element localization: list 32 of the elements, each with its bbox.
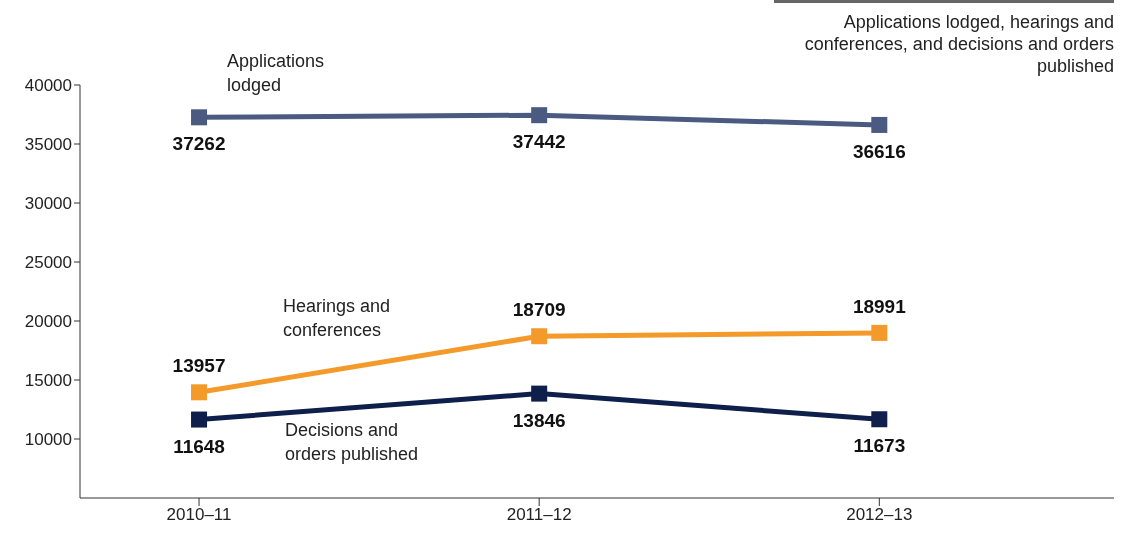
point (191, 411, 208, 428)
x-tick-label: 2012–13 (846, 505, 913, 525)
point (531, 328, 548, 345)
y-tick-label: 40000 (24, 76, 72, 96)
point (871, 411, 888, 428)
series-label: Applications lodged (227, 51, 325, 96)
y-tick-label: 35000 (24, 135, 72, 155)
point (871, 324, 888, 341)
data-label: 36616 (852, 140, 906, 162)
point (191, 384, 208, 401)
data-label: 11673 (853, 435, 906, 457)
data-label: 18991 (852, 295, 907, 317)
y-tick-label: 10000 (24, 430, 72, 450)
data-label: 37442 (512, 131, 566, 153)
point (191, 109, 208, 126)
x-tick-label: 2011–12 (506, 505, 572, 525)
data-label: 11648 (173, 435, 225, 457)
chart-title: Applications lodged, hearings and conferences, and decisions and orders published (774, 0, 1114, 77)
y-tick-label: 25000 (24, 253, 72, 273)
point (871, 116, 888, 133)
data-label: 18709 (512, 299, 566, 321)
data-label: 37262 (172, 133, 226, 155)
data-label: 13846 (512, 409, 566, 431)
y-tick-label: 20000 (24, 312, 72, 332)
x-tick-label: 2010–11 (166, 505, 232, 525)
series-label: Decisions and orders published (285, 419, 419, 464)
point (531, 107, 548, 124)
y-tick-label: 30000 (24, 194, 72, 214)
series-label: Hearings and conferences (283, 296, 391, 341)
data-label: 13957 (172, 355, 226, 377)
point (531, 385, 548, 402)
y-tick-label: 15000 (24, 371, 72, 391)
